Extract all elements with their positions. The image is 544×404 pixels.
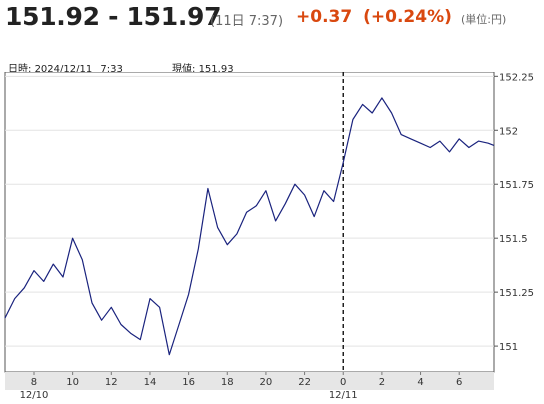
y-tick-label: 151.25 <box>499 288 534 299</box>
x-tick-label: 12 <box>105 377 118 388</box>
x-tick-label: 10 <box>66 377 79 388</box>
x-tick-label: 4 <box>417 377 423 388</box>
chart-svg: 151 151.25 151.5 151.75 152 152.25 8 10 12 14 16 1… <box>4 71 534 401</box>
current-value: 151.93 <box>198 64 234 75</box>
y-tick-layer: 151 151.25 151.5 151.75 152 152.25 <box>494 72 534 353</box>
price-range: 151.92 - 151.97 <box>5 2 222 31</box>
x-tick-label: 14 <box>144 377 157 388</box>
datetime-label: 日時: <box>8 64 32 75</box>
price-chart: 151 151.25 151.5 151.75 152 152.25 8 10 12 14 16 1… <box>0 71 544 401</box>
grid-layer <box>5 75 494 347</box>
line-layer <box>4 97 495 356</box>
info-current: 現値: 151.93 <box>172 60 234 75</box>
x-tick-label: 0 <box>340 377 346 388</box>
unit-label: (単位:円) <box>461 13 507 26</box>
x-tick-label: 8 <box>31 377 37 388</box>
change-amount: +0.37 <box>296 7 353 27</box>
time-value: 7:33 <box>100 64 123 75</box>
y-tick-label: 151 <box>499 342 518 353</box>
datetime-value: 2024/12/11 <box>34 64 93 75</box>
info-datetime: 日時: 2024/12/11 7:33 <box>8 60 123 75</box>
y-tick-label: 152.25 <box>499 72 534 83</box>
y-tick-label: 151.75 <box>499 180 534 191</box>
x-date-label: 12/11 <box>329 390 358 400</box>
current-label: 現値: <box>172 64 196 75</box>
quote-time: (11日 7:37) <box>210 14 284 29</box>
x-axis-layer: 8 10 12 14 16 18 20 22 0 2 4 6 12/10 12/11 <box>5 372 494 401</box>
x-tick-label: 2 <box>379 377 385 388</box>
x-tick-label: 16 <box>182 377 195 388</box>
x-tick-label: 6 <box>456 377 462 388</box>
x-tick-label: 20 <box>260 377 273 388</box>
x-axis-band <box>5 372 494 390</box>
change-value: +0.37 (+0.24%) <box>296 7 452 27</box>
price-line <box>4 97 495 356</box>
y-tick-label: 151.5 <box>499 234 528 245</box>
x-date-label: 12/10 <box>20 390 49 400</box>
x-tick-label: 22 <box>298 377 311 388</box>
change-percent: (+0.24%) <box>363 7 452 27</box>
plot-area <box>4 71 495 373</box>
x-tick-label: 18 <box>221 377 234 388</box>
y-tick-label: 152 <box>499 126 518 137</box>
